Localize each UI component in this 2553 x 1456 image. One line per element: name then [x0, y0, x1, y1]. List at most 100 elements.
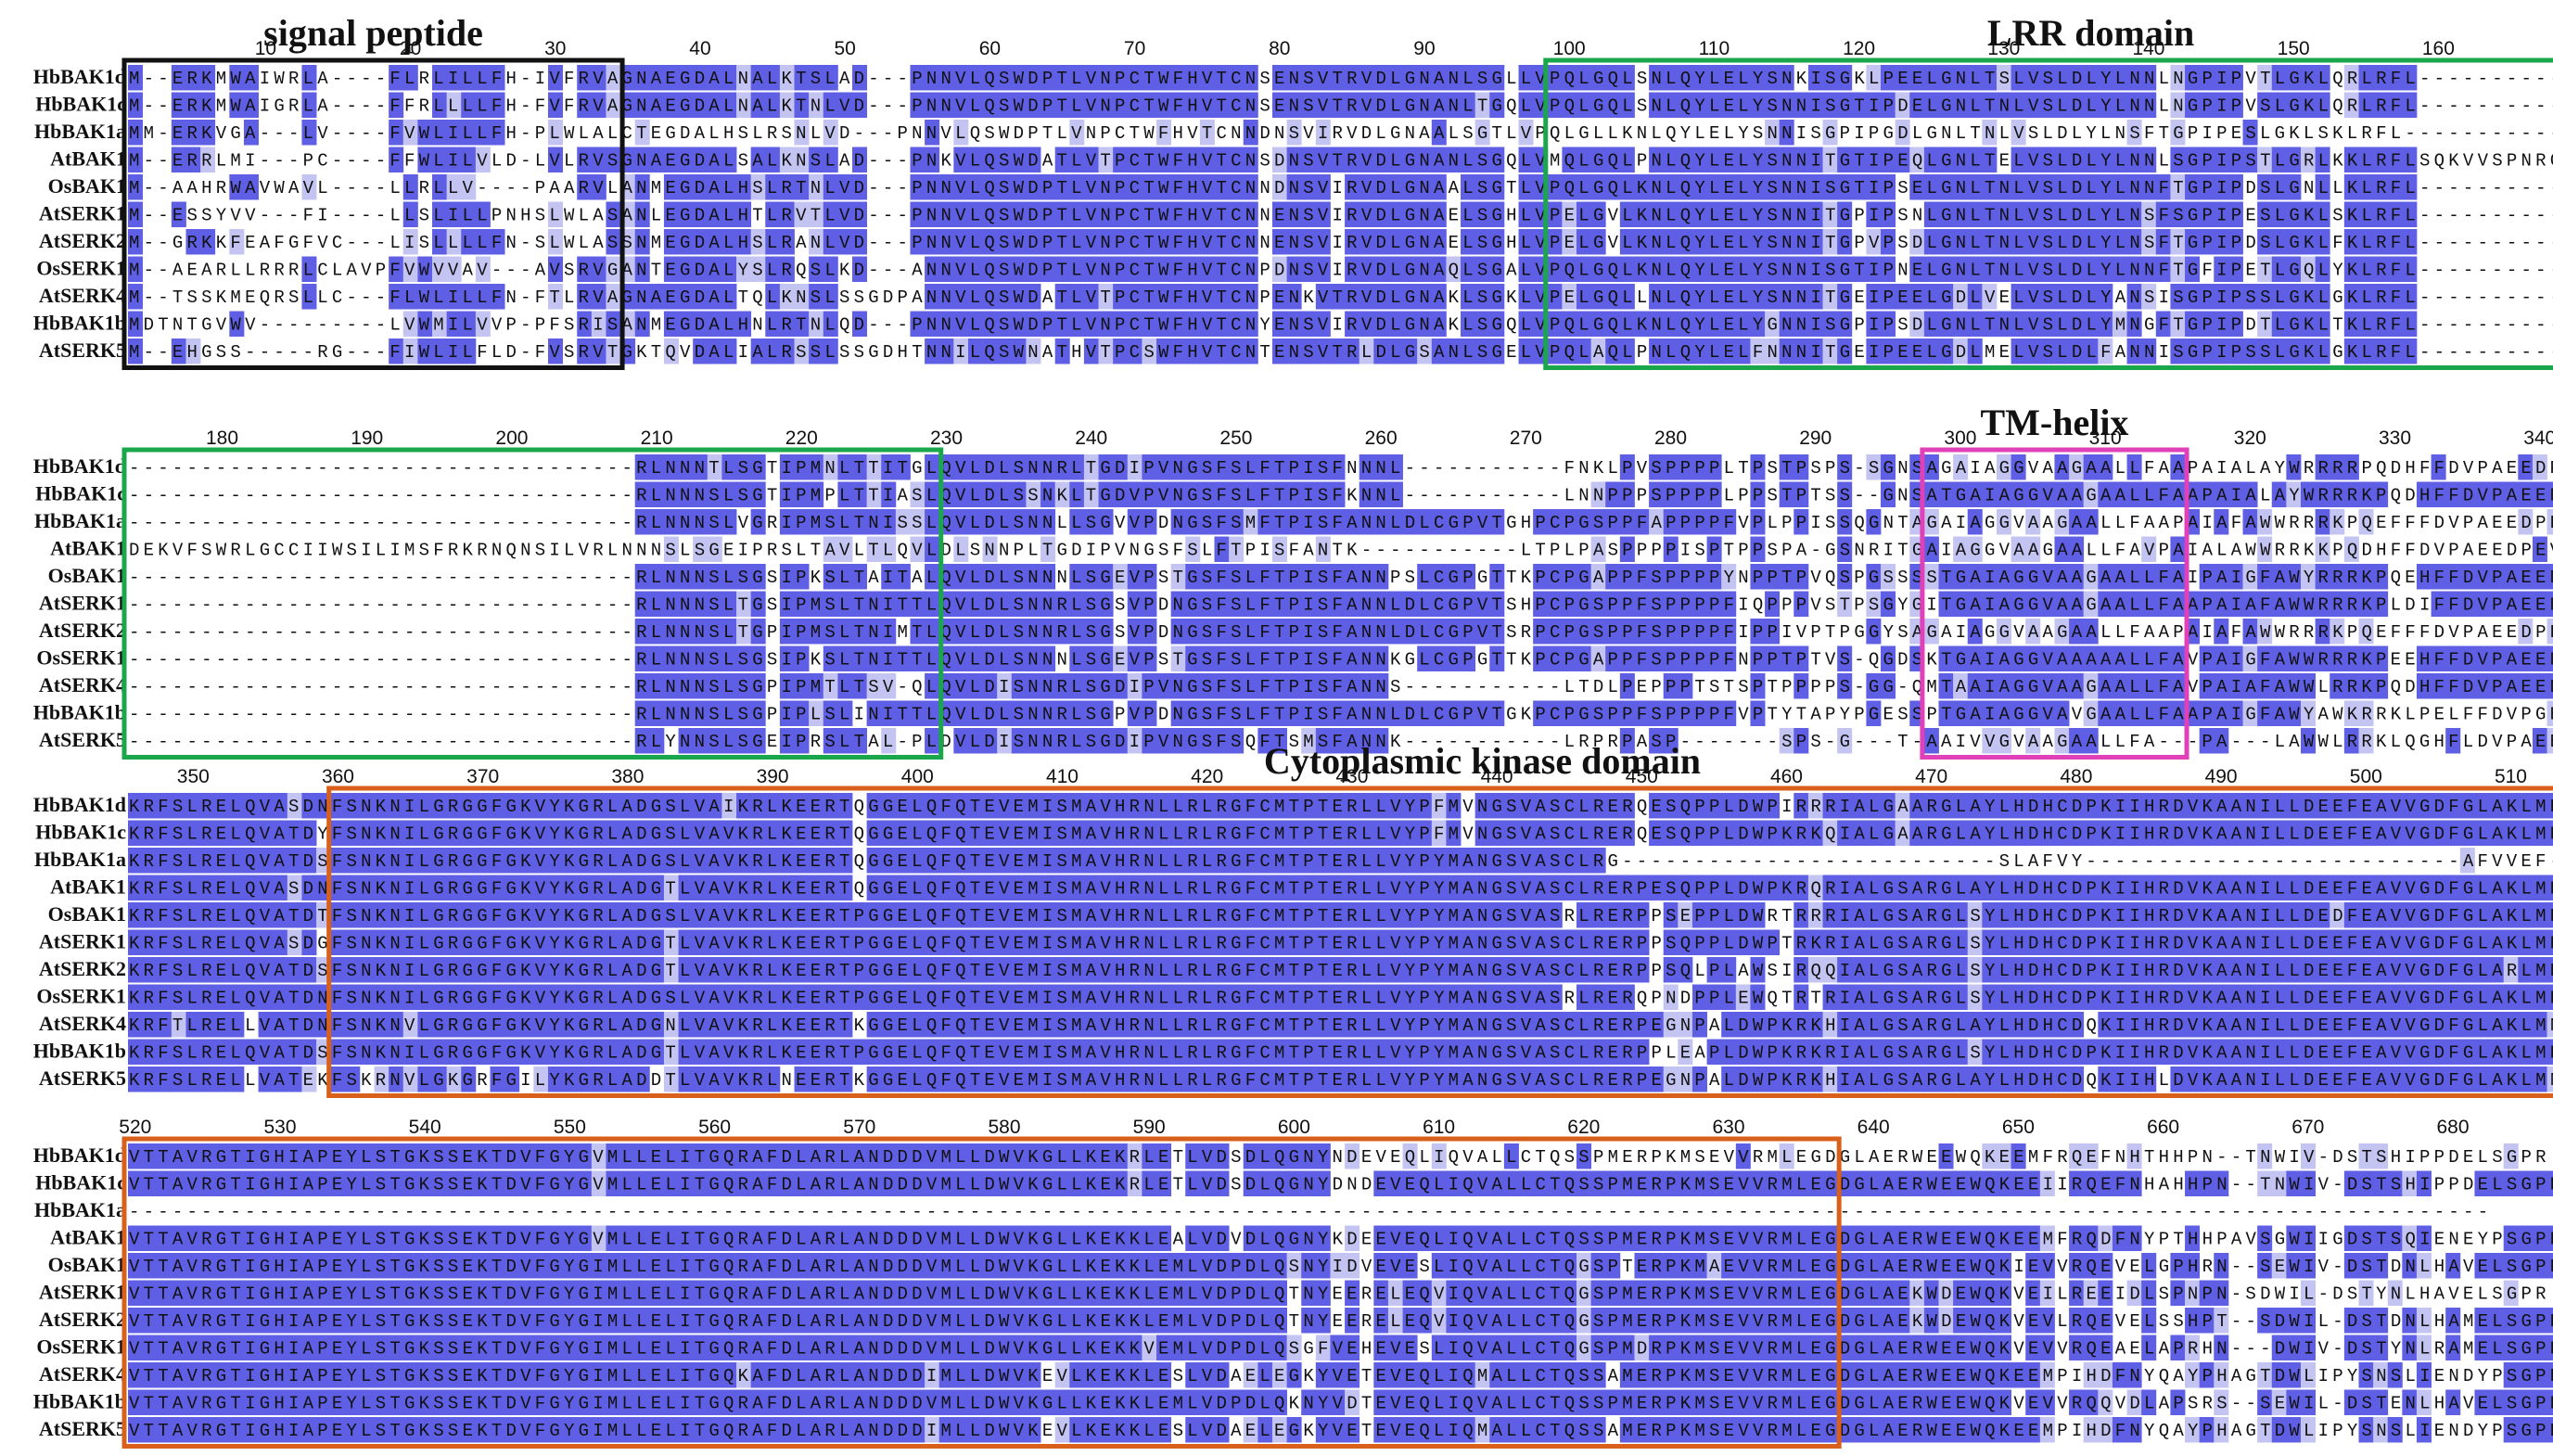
conservation-cell	[243, 120, 259, 146]
conservation-cell	[925, 338, 940, 364]
conservation-cell	[925, 256, 940, 282]
conservation-cell	[1229, 229, 1245, 255]
conservation-cell	[1315, 147, 1331, 172]
conservation-cell	[925, 120, 940, 146]
conservation-cell	[779, 284, 795, 310]
conservation-cell	[547, 229, 563, 255]
conservation-cell	[1286, 229, 1302, 255]
conservation-cell	[1142, 65, 1157, 91]
conservation-cell	[1054, 201, 1070, 227]
conservation-cell	[1243, 201, 1258, 227]
conservation-cell	[577, 338, 593, 364]
conservation-cell	[1199, 284, 1215, 310]
conservation-cell	[1417, 174, 1433, 200]
conservation-cell	[707, 65, 722, 91]
conservation-cell	[591, 256, 606, 282]
conservation-cell	[490, 92, 505, 118]
conservation-cell	[938, 256, 954, 282]
conservation-cell	[1040, 256, 1056, 282]
conservation-cell	[1011, 338, 1027, 364]
conservation-cell	[1315, 229, 1331, 255]
conservation-cell	[1011, 311, 1027, 337]
conservation-cell	[1113, 284, 1129, 310]
conservation-cell	[663, 201, 679, 227]
conservation-cell	[475, 147, 491, 172]
conservation-cell	[1431, 92, 1447, 118]
conservation-cell	[1590, 311, 1606, 337]
conservation-cell	[1214, 311, 1230, 337]
conservation-cell	[1156, 284, 1172, 310]
conservation-cell	[1330, 147, 1346, 172]
conservation-cell	[967, 256, 983, 282]
conservation-cell	[794, 147, 810, 172]
conservation-cell	[925, 174, 940, 200]
conservation-cell	[1026, 201, 1041, 227]
conservation-cell	[982, 284, 998, 310]
conservation-cell	[1054, 92, 1070, 118]
conservation-cell	[1214, 92, 1230, 118]
conservation-cell	[1243, 147, 1258, 172]
conservation-cell	[1474, 65, 1490, 91]
conservation-cell	[1170, 201, 1186, 227]
conservation-cell	[1402, 311, 1418, 337]
conservation-cell	[1127, 174, 1142, 200]
conservation-cell	[1518, 147, 1534, 172]
conservation-cell	[446, 120, 462, 146]
conservation-cell	[982, 256, 998, 282]
conservation-cell	[475, 311, 491, 337]
conservation-cell	[678, 311, 694, 337]
conservation-cell	[779, 92, 795, 118]
conservation-cell	[1489, 174, 1505, 200]
conservation-cell	[1315, 120, 1331, 146]
conservation-cell	[1199, 229, 1215, 255]
conservation-cell	[1185, 174, 1201, 200]
conservation-cell	[1562, 201, 1577, 227]
conservation-cell	[1243, 284, 1258, 310]
conservation-cell	[243, 92, 259, 118]
conservation-cell	[200, 92, 216, 118]
conservation-cell	[1489, 65, 1505, 91]
conservation-cell	[1083, 92, 1099, 118]
conservation-cell	[925, 311, 940, 337]
conservation-cell	[736, 92, 752, 118]
conservation-cell	[1518, 120, 1534, 146]
conservation-cell	[634, 311, 650, 337]
conservation-cell	[1461, 201, 1476, 227]
conservation-cell	[967, 338, 983, 364]
conservation-cell	[1605, 284, 1621, 310]
conservation-cell	[1315, 311, 1331, 337]
conservation-cell	[693, 65, 708, 91]
conservation-cell	[750, 174, 766, 200]
conservation-cell	[1489, 92, 1505, 118]
conservation-cell	[1113, 201, 1129, 227]
conservation-cell	[765, 338, 781, 364]
conservation-cell	[1098, 284, 1114, 310]
conservation-cell	[794, 201, 810, 227]
conservation-cell	[794, 311, 810, 337]
conservation-cell	[577, 311, 593, 337]
conservation-cell	[823, 120, 838, 146]
conservation-cell	[1359, 338, 1374, 364]
conservation-cell	[1229, 147, 1245, 172]
conservation-cell	[171, 65, 186, 91]
conservation-cell	[1518, 338, 1534, 364]
conservation-cell	[823, 174, 838, 200]
conservation-cell	[1229, 174, 1245, 200]
conservation-cell	[1518, 201, 1534, 227]
conservation-cell	[1576, 174, 1592, 200]
conservation-cell	[809, 338, 824, 364]
conservation-cell	[779, 174, 795, 200]
conservation-cell	[1359, 174, 1374, 200]
conservation-cell	[1286, 174, 1302, 200]
conservation-cell	[779, 147, 795, 172]
conservation-cell	[1127, 284, 1142, 310]
conservation-cell	[185, 65, 201, 91]
conservation-cell	[794, 65, 810, 91]
conservation-cell	[1170, 65, 1186, 91]
conservation-cell	[1026, 65, 1041, 91]
conservation-cell	[997, 65, 1013, 91]
conservation-cell	[852, 229, 868, 255]
conservation-cell	[925, 147, 940, 172]
conservation-cell	[1547, 311, 1563, 337]
conservation-cell	[1576, 201, 1592, 227]
